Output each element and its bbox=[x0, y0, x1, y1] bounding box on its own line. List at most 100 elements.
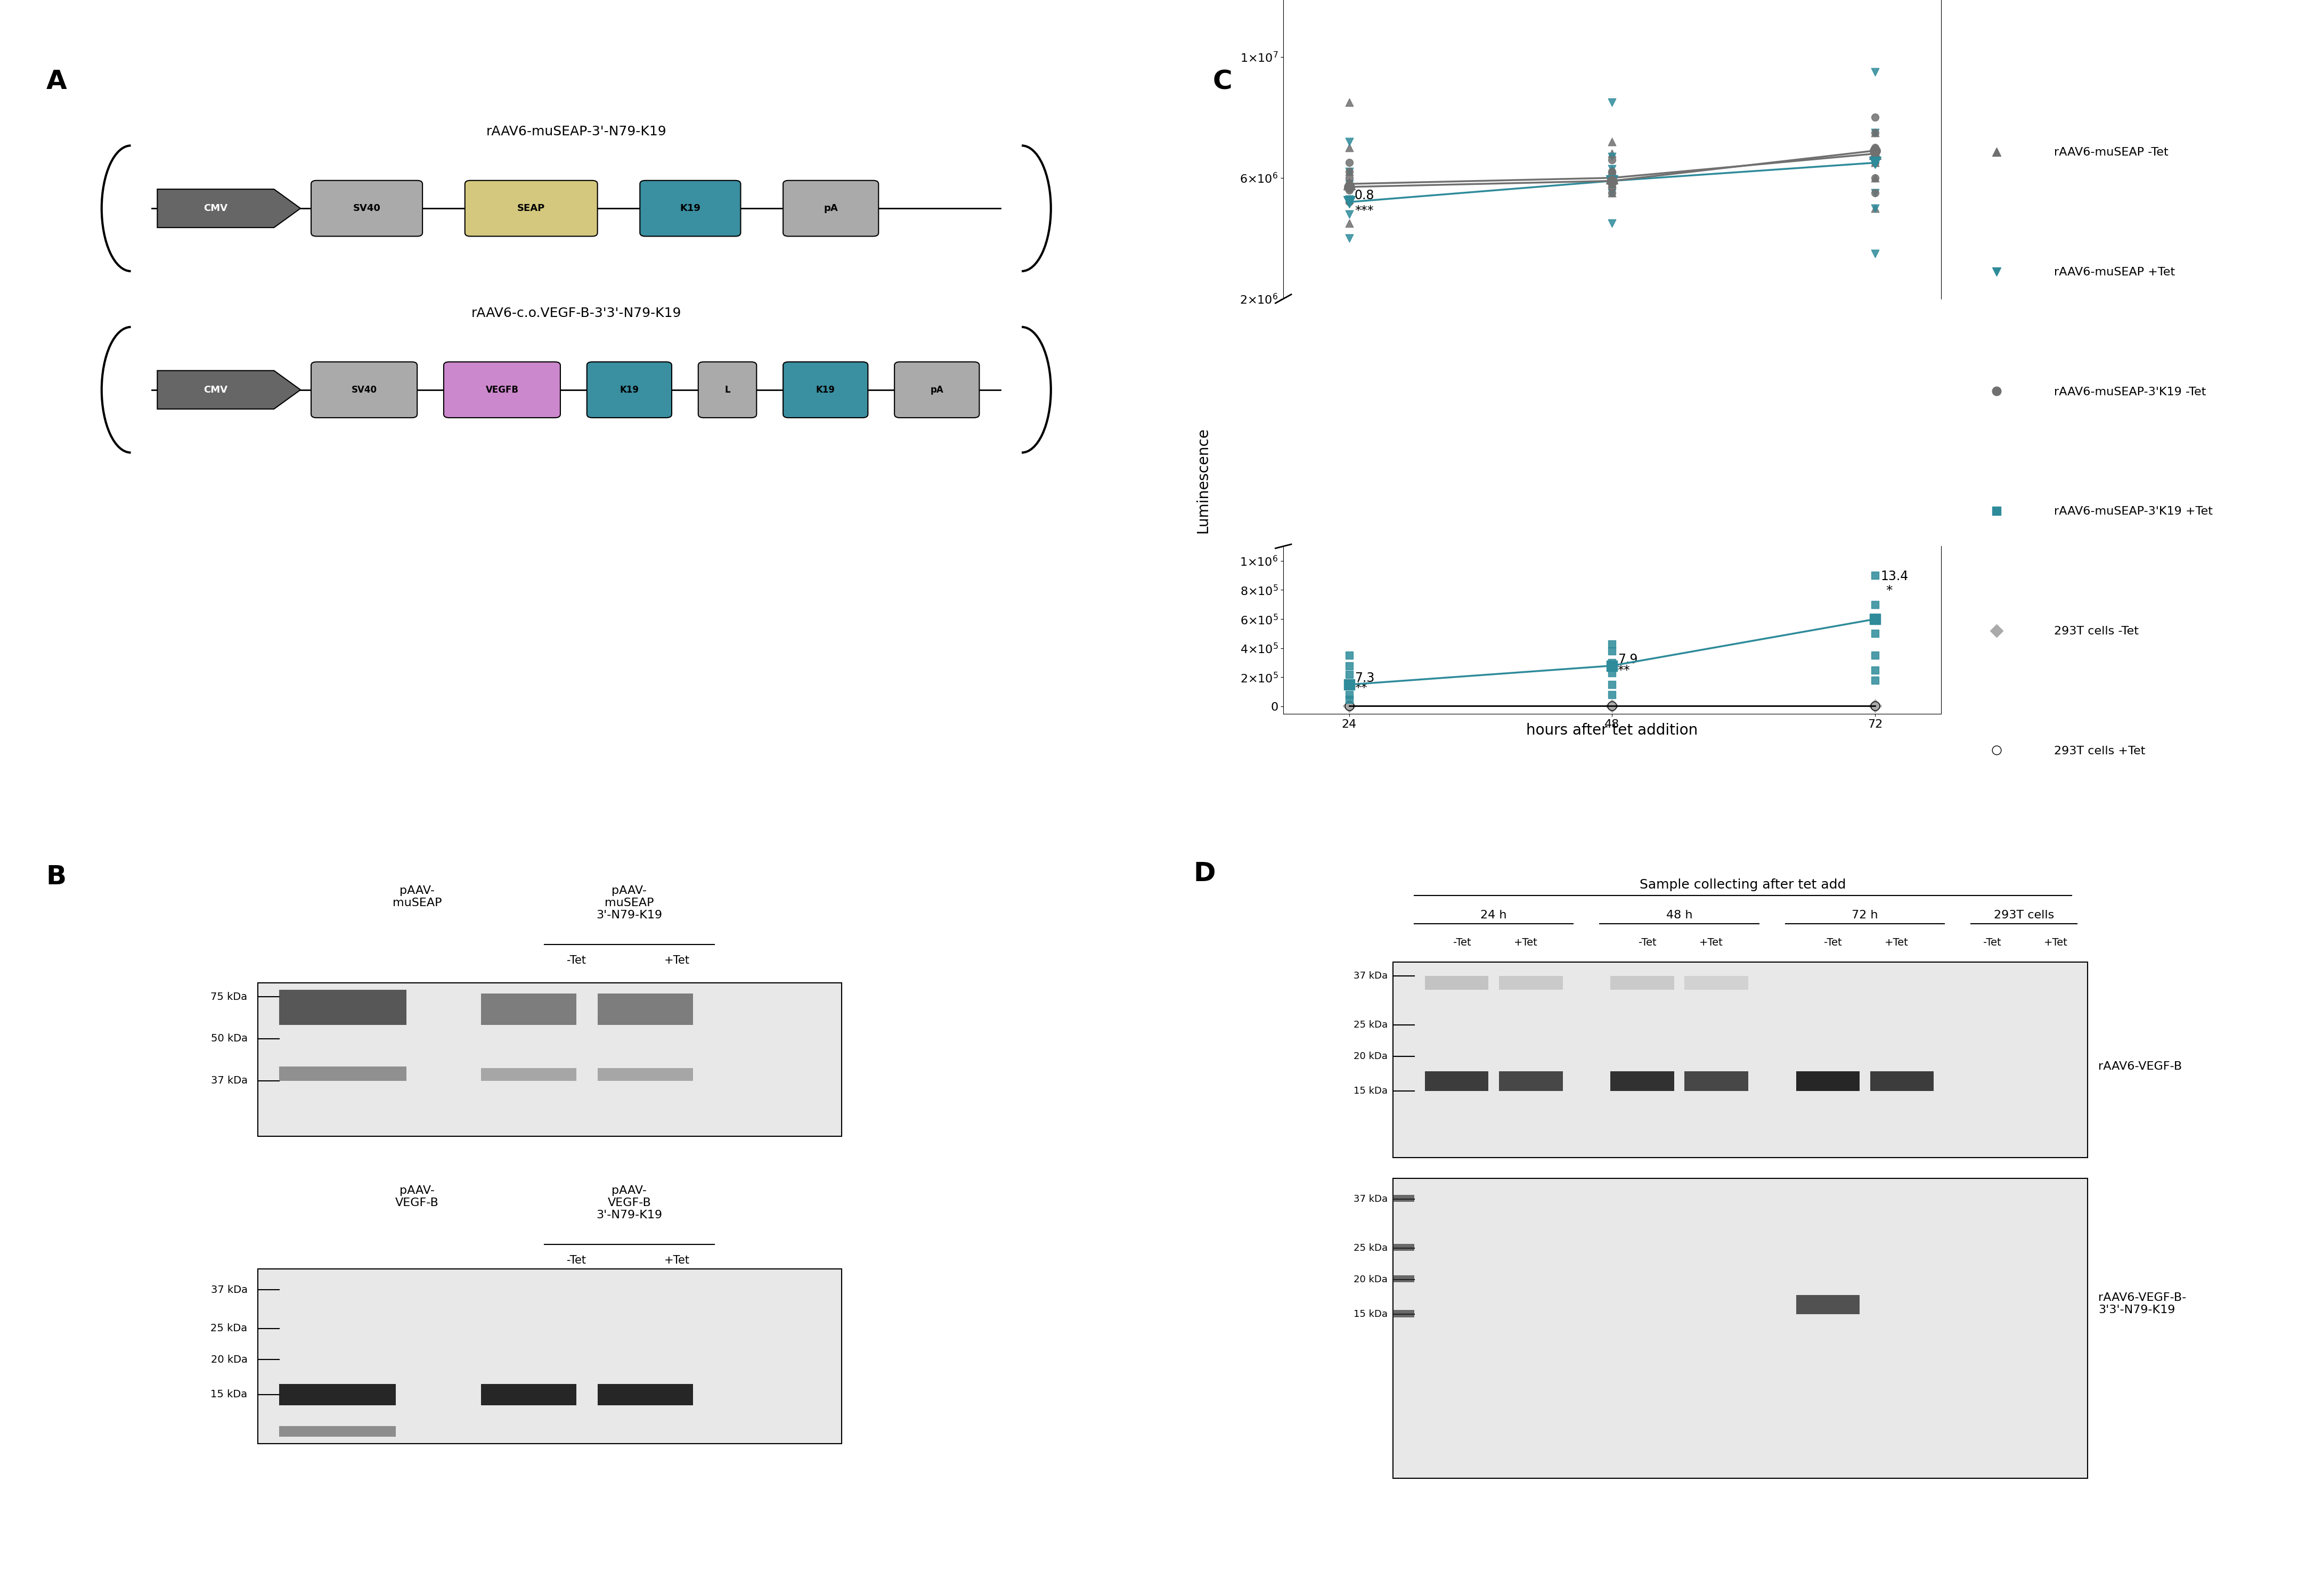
Text: 15 kDa: 15 kDa bbox=[1354, 1310, 1388, 1320]
Bar bbox=[1393, 1195, 1413, 1202]
FancyBboxPatch shape bbox=[1393, 962, 2087, 1157]
Text: 13.4: 13.4 bbox=[1880, 570, 1907, 583]
Text: pAAV-
VEGF-B
3'-N79-K19: pAAV- VEGF-B 3'-N79-K19 bbox=[595, 1186, 662, 1221]
Text: rAAV6-c.o.VEGF-B-3'3'-N79-K19: rAAV6-c.o.VEGF-B-3'3'-N79-K19 bbox=[471, 306, 680, 319]
FancyBboxPatch shape bbox=[639, 180, 740, 236]
Point bbox=[1331, 672, 1367, 697]
Bar bbox=[1871, 1071, 1935, 1092]
Text: 25 kDa: 25 kDa bbox=[1354, 1243, 1388, 1253]
Text: L: L bbox=[724, 385, 731, 394]
Text: 48 h: 48 h bbox=[1666, 910, 1694, 921]
Text: pAAV-
muSEAP
3'-N79-K19: pAAV- muSEAP 3'-N79-K19 bbox=[595, 886, 662, 921]
Point bbox=[1857, 140, 1894, 166]
rAAV6-muSEAP +Tet bbox=[1335, 193, 1363, 212]
Text: rAAV6-muSEAP-3'K19 +Tet: rAAV6-muSEAP-3'K19 +Tet bbox=[2054, 506, 2213, 517]
Bar bbox=[597, 1068, 694, 1080]
Point bbox=[1595, 672, 1632, 697]
Point bbox=[1857, 180, 1894, 206]
Point bbox=[1857, 667, 1894, 693]
Text: 7.3: 7.3 bbox=[1354, 672, 1374, 685]
Point bbox=[1857, 180, 1894, 206]
Point bbox=[1331, 225, 1367, 251]
Bar bbox=[1684, 1071, 1749, 1092]
Bar bbox=[597, 993, 694, 1025]
Bar bbox=[1425, 975, 1489, 990]
Point bbox=[1595, 160, 1632, 185]
Text: +Tet: +Tet bbox=[1514, 937, 1537, 948]
Text: +Tet: +Tet bbox=[2043, 937, 2068, 948]
Point bbox=[1595, 156, 1632, 182]
Point bbox=[1857, 120, 1894, 145]
Bar bbox=[280, 1425, 395, 1436]
Point bbox=[1595, 163, 1632, 188]
Point bbox=[1595, 168, 1632, 193]
Point bbox=[1331, 129, 1367, 155]
Point bbox=[1331, 653, 1367, 678]
Text: rAAV6-muSEAP -Tet: rAAV6-muSEAP -Tet bbox=[2054, 147, 2169, 158]
FancyBboxPatch shape bbox=[586, 362, 671, 418]
Text: C: C bbox=[1213, 69, 1232, 94]
Point bbox=[1595, 144, 1632, 169]
Point bbox=[1857, 164, 1894, 190]
FancyBboxPatch shape bbox=[1393, 1178, 2087, 1478]
Point bbox=[1331, 681, 1367, 707]
Point bbox=[1595, 168, 1632, 193]
Text: rAAV6-VEGF-B: rAAV6-VEGF-B bbox=[2098, 1061, 2181, 1073]
FancyBboxPatch shape bbox=[784, 180, 878, 236]
Point bbox=[1857, 658, 1894, 683]
Point bbox=[1857, 195, 1894, 220]
Point bbox=[1857, 59, 1894, 85]
Text: 24 h: 24 h bbox=[1480, 910, 1507, 921]
Text: 293T cells: 293T cells bbox=[1995, 910, 2054, 921]
Bar bbox=[1393, 1275, 1413, 1282]
Text: rAAV6-muSEAP +Tet: rAAV6-muSEAP +Tet bbox=[2054, 267, 2174, 278]
FancyBboxPatch shape bbox=[444, 362, 561, 418]
Bar bbox=[280, 990, 407, 1025]
FancyBboxPatch shape bbox=[699, 362, 756, 418]
Text: Sample collecting after tet add: Sample collecting after tet add bbox=[1641, 878, 1845, 891]
Point bbox=[1595, 89, 1632, 115]
Text: K19: K19 bbox=[620, 385, 639, 394]
Point bbox=[1595, 129, 1632, 155]
Bar bbox=[1498, 1071, 1563, 1092]
Point bbox=[1595, 650, 1632, 675]
Point bbox=[1331, 643, 1367, 669]
Bar bbox=[1684, 975, 1749, 990]
Point bbox=[1331, 171, 1367, 196]
Bar bbox=[280, 1384, 395, 1404]
Text: 20 kDa: 20 kDa bbox=[1354, 1052, 1388, 1061]
Point bbox=[1595, 180, 1632, 206]
Text: 72 h: 72 h bbox=[1852, 910, 1877, 921]
Point bbox=[1857, 621, 1894, 646]
Point bbox=[1331, 201, 1367, 227]
Text: *: * bbox=[1887, 584, 1894, 597]
rAAV6-muSEAP -Tet bbox=[1599, 168, 1627, 187]
Text: 25 kDa: 25 kDa bbox=[1354, 1020, 1388, 1029]
Point bbox=[1595, 638, 1632, 664]
Text: 293T cells -Tet: 293T cells -Tet bbox=[2054, 626, 2139, 637]
Text: SV40: SV40 bbox=[354, 204, 381, 214]
Line: rAAV6-muSEAP -Tet: rAAV6-muSEAP -Tet bbox=[1344, 148, 1882, 190]
Point bbox=[1595, 180, 1632, 206]
Point bbox=[1857, 241, 1894, 267]
Text: +Tet: +Tet bbox=[664, 1254, 689, 1266]
Bar bbox=[1393, 1243, 1413, 1251]
Text: -Tet: -Tet bbox=[1825, 937, 1843, 948]
Point bbox=[1331, 177, 1367, 203]
Text: A: A bbox=[46, 69, 67, 94]
Text: CMV: CMV bbox=[205, 385, 228, 394]
Bar bbox=[480, 1068, 577, 1080]
Point bbox=[1857, 134, 1894, 160]
Point bbox=[1331, 134, 1367, 160]
Bar bbox=[1797, 1294, 1859, 1315]
FancyArrow shape bbox=[156, 370, 301, 409]
Point bbox=[1857, 150, 1894, 176]
Text: -Tet: -Tet bbox=[568, 954, 586, 966]
Point bbox=[1331, 171, 1367, 196]
Text: +Tet: +Tet bbox=[1698, 937, 1724, 948]
Point bbox=[1595, 630, 1632, 656]
Line: rAAV6-muSEAP-3'K19 -Tet: rAAV6-muSEAP-3'K19 -Tet bbox=[1344, 145, 1880, 192]
Point bbox=[1595, 140, 1632, 166]
rAAV6-muSEAP +Tet bbox=[1599, 171, 1627, 190]
Text: SEAP: SEAP bbox=[517, 204, 545, 214]
